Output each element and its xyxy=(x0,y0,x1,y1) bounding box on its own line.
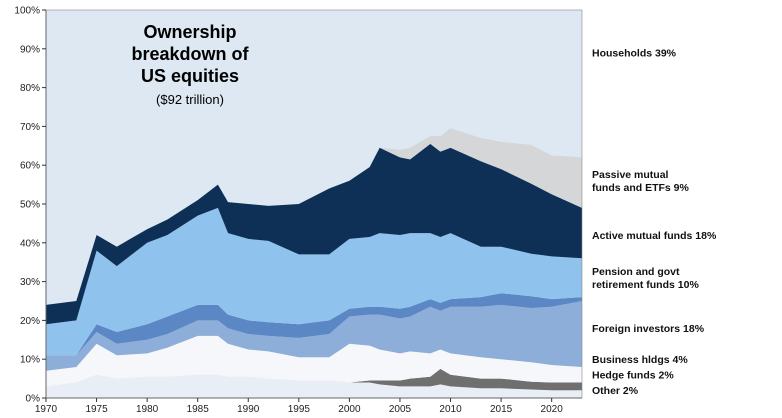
x-tick-label: 1975 xyxy=(85,404,108,415)
y-tick-label: 50% xyxy=(20,200,40,211)
series-area-1 xyxy=(46,368,582,391)
y-tick-label: 80% xyxy=(20,83,40,94)
chart-title-line-3: US equities xyxy=(141,66,239,86)
series-area-6 xyxy=(46,143,582,325)
y-tick-label: 70% xyxy=(20,122,40,133)
series-area-7 xyxy=(46,128,582,305)
series-area-3 xyxy=(46,301,582,371)
y-tick-label: 90% xyxy=(20,44,40,55)
chart-title-line-2: breakdown of xyxy=(131,44,249,64)
y-tick-label: 40% xyxy=(20,238,40,249)
legend-label-5: Business hldgs 4% xyxy=(592,354,688,366)
chart-title-line-1: Ownership xyxy=(143,22,236,42)
legend-label-1: funds and ETFs 9% xyxy=(592,182,690,194)
y-tick-label: 100% xyxy=(14,6,40,17)
x-tick-label: 1980 xyxy=(136,404,159,415)
legend-label-3: Pension and govt xyxy=(592,266,680,278)
x-tick-label: 1970 xyxy=(35,404,58,415)
x-tick-label: 1995 xyxy=(288,404,311,415)
legend-label-2: Active mutual funds 18% xyxy=(592,230,717,242)
x-tick-label: 2000 xyxy=(338,404,361,415)
y-tick-label: 60% xyxy=(20,161,40,172)
legend-label-7: Other 2% xyxy=(592,385,639,397)
y-tick-label: 10% xyxy=(20,355,40,366)
legend-label-0: Households 39% xyxy=(592,48,677,60)
x-tick-label: 2020 xyxy=(541,404,564,415)
x-tick-label: 2005 xyxy=(389,404,412,415)
series-area-2 xyxy=(46,335,582,387)
x-tick-label: 2010 xyxy=(439,404,462,415)
legend-label-4: Foreign investors 18% xyxy=(592,323,705,335)
x-tick-label: 1990 xyxy=(237,404,260,415)
legend-label-6: Hedge funds 2% xyxy=(592,370,674,382)
series-area-4 xyxy=(46,293,582,356)
series-area-5 xyxy=(46,207,582,356)
series-area-0 xyxy=(46,374,582,398)
y-tick-label: 20% xyxy=(20,316,40,327)
legend-label-1: Passive mutual xyxy=(592,169,669,181)
x-tick-label: 2015 xyxy=(490,404,513,415)
y-tick-label: 0% xyxy=(26,394,41,405)
x-tick-label: 1985 xyxy=(187,404,210,415)
y-tick-label: 30% xyxy=(20,277,40,288)
legend-label-3: retirement funds 10% xyxy=(592,279,699,291)
chart-subtitle: ($92 trillion) xyxy=(156,92,224,107)
